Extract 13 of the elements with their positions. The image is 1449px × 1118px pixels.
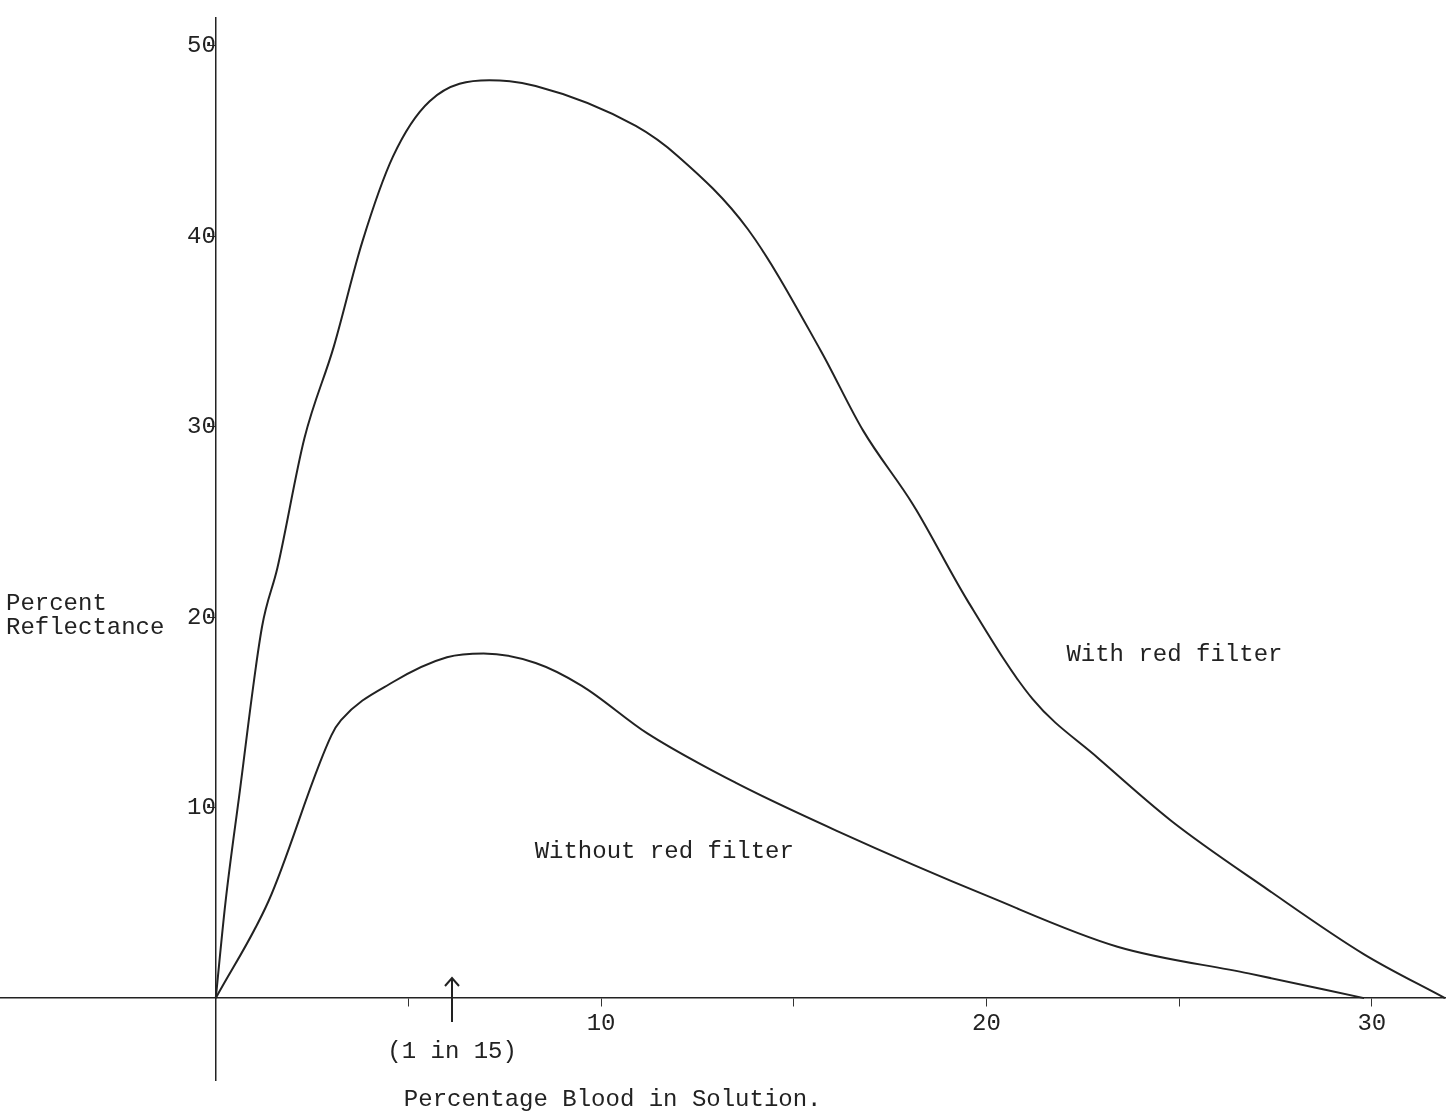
x-axis-title: Percentage Blood in Solution. bbox=[403, 1086, 822, 1114]
y-tick-label: 50 bbox=[186, 32, 216, 60]
y-axis-title: Percent Reflectance bbox=[6, 589, 165, 641]
x-tick-label: 20 bbox=[972, 1009, 1001, 1037]
annotation: (1 in 15) bbox=[387, 1038, 517, 1066]
y-tick-label: 40 bbox=[186, 222, 216, 250]
y-tick-label: 30 bbox=[186, 413, 216, 441]
series-label: With red filter bbox=[1066, 641, 1283, 669]
x-tick-label: 10 bbox=[586, 1009, 616, 1037]
y-tick-label: 20 bbox=[186, 603, 216, 631]
series-label: Without red filter bbox=[534, 837, 794, 865]
y-tick-label: 10 bbox=[186, 794, 216, 822]
x-tick-label: 30 bbox=[1357, 1009, 1387, 1037]
